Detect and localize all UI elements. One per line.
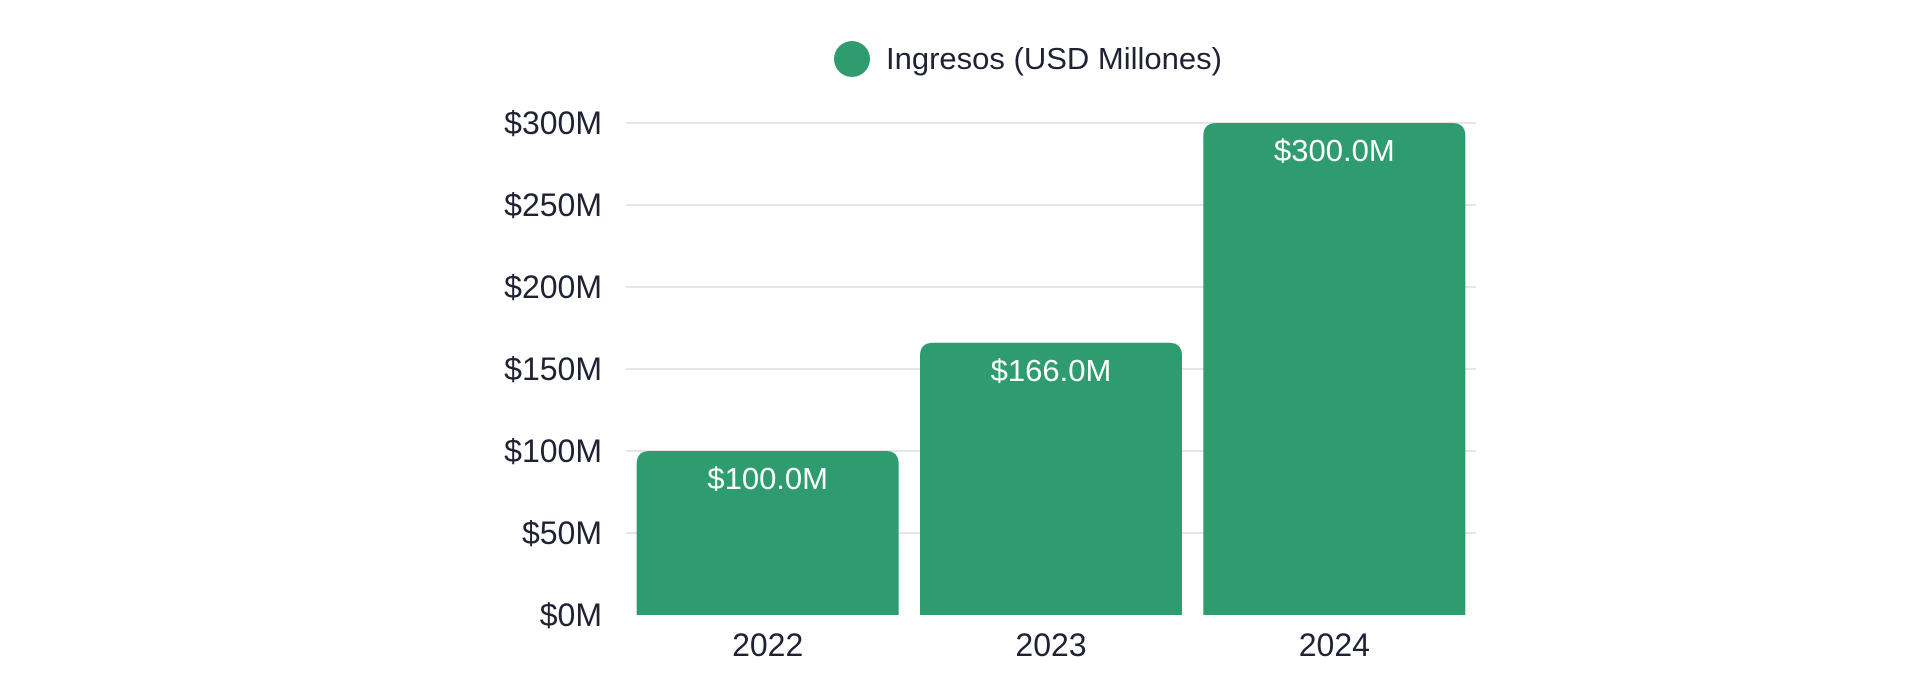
y-tick-label: $0M	[540, 597, 602, 633]
y-tick-label: $300M	[504, 105, 602, 141]
y-tick-label: $250M	[504, 187, 602, 223]
y-axis-ticks: $0M $50M $100M $150M $200M $250M $300M	[504, 105, 602, 633]
y-tick-label: $150M	[504, 351, 602, 387]
bar-2022	[636, 451, 899, 615]
bar-value-label: $166.0M	[991, 353, 1112, 388]
bar-value-label: $300.0M	[1274, 133, 1395, 168]
y-tick-label: $50M	[522, 515, 602, 551]
bars	[636, 123, 1466, 615]
bar-value-label: $100.0M	[707, 461, 828, 496]
legend-label-ingresos: Ingresos (USD Millones)	[886, 41, 1222, 76]
bar-value-labels: $100.0M $166.0M $300.0M	[707, 133, 1394, 496]
x-tick-label: 2023	[1015, 627, 1086, 663]
x-tick-label: 2022	[732, 627, 803, 663]
bar-2024	[1203, 123, 1466, 615]
legend: Ingresos (USD Millones)	[834, 41, 1222, 77]
x-axis-ticks: 2022 2023 2024	[732, 627, 1370, 663]
bar-2023	[920, 342, 1182, 615]
legend-swatch-icon	[834, 41, 870, 77]
y-tick-label: $200M	[504, 269, 602, 305]
y-tick-label: $100M	[504, 433, 602, 469]
x-tick-label: 2024	[1299, 627, 1370, 663]
